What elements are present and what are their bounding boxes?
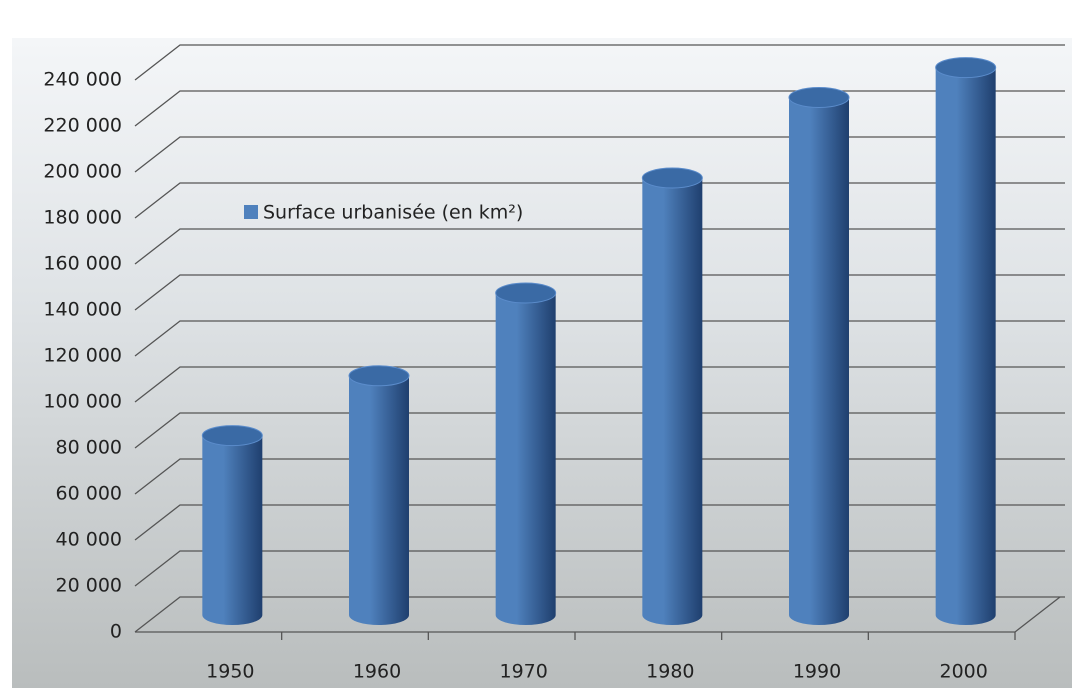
y-tick-label: 180 000 [43,207,122,229]
bar-top [348,365,410,387]
bar [935,67,996,626]
grid-line [134,366,1065,403]
grid-line [134,182,1065,219]
grid-line [134,228,1065,265]
x-tick-label: 1950 [206,661,254,683]
grid-line [134,504,1065,541]
y-tick-label: 140 000 [43,299,122,321]
y-tick-label: 240 000 [43,69,122,91]
y-tick-label: 40 000 [56,529,122,551]
bar-top [788,87,850,108]
grid-line [134,550,1065,587]
grid-line [134,274,1065,311]
bar [495,293,556,625]
grid-line [134,458,1065,495]
y-tick-label: 200 000 [43,161,122,183]
bar [642,178,703,625]
y-tick-label: 60 000 [56,483,122,505]
legend-label: Surface urbanisée (en km²) [263,202,523,224]
y-tick-label: 220 000 [43,115,122,137]
grid [134,44,1065,640]
x-tick-label: 1980 [646,661,694,683]
x-tick-label: 1960 [353,661,401,683]
y-tick-label: 0 [110,621,122,643]
y-tick-label: 100 000 [43,391,122,413]
grid-line [134,412,1065,449]
bar-top [935,57,997,79]
y-tick-label: 80 000 [56,437,122,459]
bar-top [201,425,263,447]
grid-line [134,136,1065,173]
grid-line [134,320,1065,357]
x-tick-label: 1990 [793,661,841,683]
bar [789,97,849,625]
bar-top [495,282,557,304]
y-tick-label: 20 000 [56,575,122,597]
bar [202,435,263,625]
grid-line [134,44,1065,81]
x-tick-label: 1970 [499,661,547,683]
bar-top [641,167,703,189]
bar [349,375,409,625]
bars [201,57,997,626]
grid-line [134,596,1065,633]
x-tick-label: 2000 [939,661,987,683]
y-tick-label: 160 000 [43,253,122,275]
legend-swatch [244,205,258,219]
grid-line [134,90,1065,127]
y-tick-label: 120 000 [43,345,122,367]
